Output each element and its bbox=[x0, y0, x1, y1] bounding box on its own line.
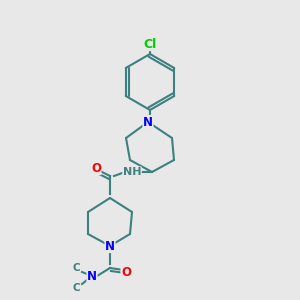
Text: O: O bbox=[121, 266, 131, 278]
Text: C: C bbox=[72, 263, 80, 273]
Text: NH: NH bbox=[123, 167, 141, 177]
Text: Cl: Cl bbox=[143, 38, 157, 50]
Text: O: O bbox=[91, 161, 101, 175]
Text: N: N bbox=[87, 269, 97, 283]
Text: N: N bbox=[105, 239, 115, 253]
Text: N: N bbox=[143, 116, 153, 128]
Text: C: C bbox=[72, 283, 80, 293]
